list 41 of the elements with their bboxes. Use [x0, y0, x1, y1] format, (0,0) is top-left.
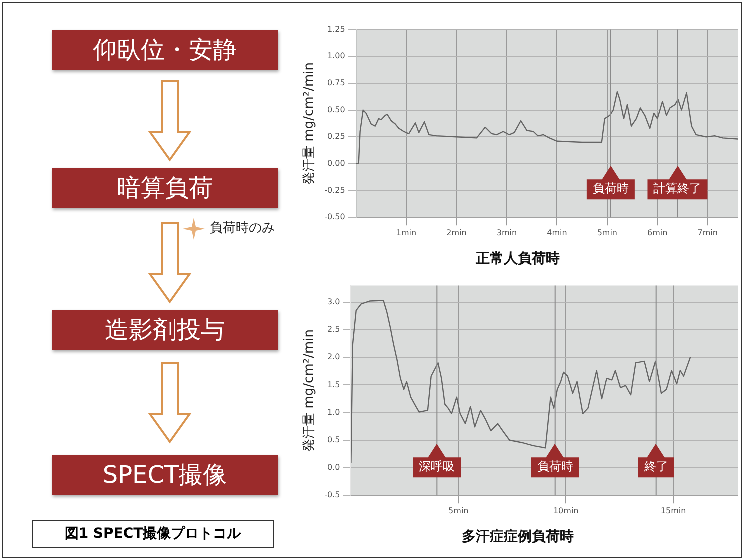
category-label: 造影剤投与 — [52, 310, 278, 350]
text: 負荷時のみ — [210, 220, 275, 237]
x-tick-label: 7min — [698, 228, 718, 238]
ref-line-label: 終了 — [643, 460, 668, 474]
caption: 図1 SPECT撮像プロトコル — [32, 520, 274, 548]
x-tick-label: 10min — [553, 506, 579, 516]
y-tick-label: 2.5 — [327, 325, 340, 334]
y-tick-label: 0.50 — [327, 105, 346, 114]
category-label: 暗算負荷 — [52, 168, 278, 208]
x-tick-label: 5min — [597, 228, 618, 238]
x-tick-label: 1min — [396, 228, 417, 238]
y-axis-title: 発汗量 mg/cm²/min — [302, 330, 318, 452]
category-label: SPECT撮像 — [52, 455, 278, 495]
x-tick-label: 6min — [648, 228, 668, 238]
y-tick-label: 1.00 — [327, 52, 346, 61]
text: 多汗症症例負荷時 — [462, 528, 574, 546]
ref-line-label: 計算終了 — [654, 182, 702, 196]
y-tick-label: 0.00 — [327, 159, 346, 168]
y-tick-label: 0.25 — [327, 132, 346, 142]
category-label: 仰臥位・安静 — [52, 30, 278, 70]
ref-line-label: 負荷時 — [537, 460, 574, 474]
y-tick-label: 0.0 — [327, 463, 340, 472]
y-tick-label: -0.50 — [324, 212, 346, 222]
x-tick-label: 4min — [547, 228, 568, 238]
y-tick-label: 1.25 — [327, 24, 346, 34]
x-tick-label: 3min — [496, 228, 518, 238]
y-tick-label: 3.0 — [327, 297, 340, 306]
y-axis-title: 発汗量 mg/cm²/min — [302, 62, 318, 185]
y-tick-label: 2.0 — [327, 352, 340, 362]
y-tick-label: -0.5 — [324, 490, 340, 500]
x-tick-label: 5min — [448, 506, 469, 516]
ref-line-label: 負荷時 — [592, 182, 629, 196]
y-tick-label: 1.0 — [327, 408, 340, 417]
y-tick-label: -0.25 — [324, 186, 346, 195]
y-tick-label: 0.75 — [327, 78, 346, 88]
y-tick-label: 0.5 — [327, 435, 340, 444]
x-tick-label: 15min — [660, 506, 686, 516]
x-tick-label: 2min — [446, 228, 467, 238]
ref-line-label: 深呼吸 — [419, 460, 456, 474]
text: 正常人負荷時 — [475, 251, 560, 268]
y-tick-label: 1.5 — [327, 380, 340, 390]
